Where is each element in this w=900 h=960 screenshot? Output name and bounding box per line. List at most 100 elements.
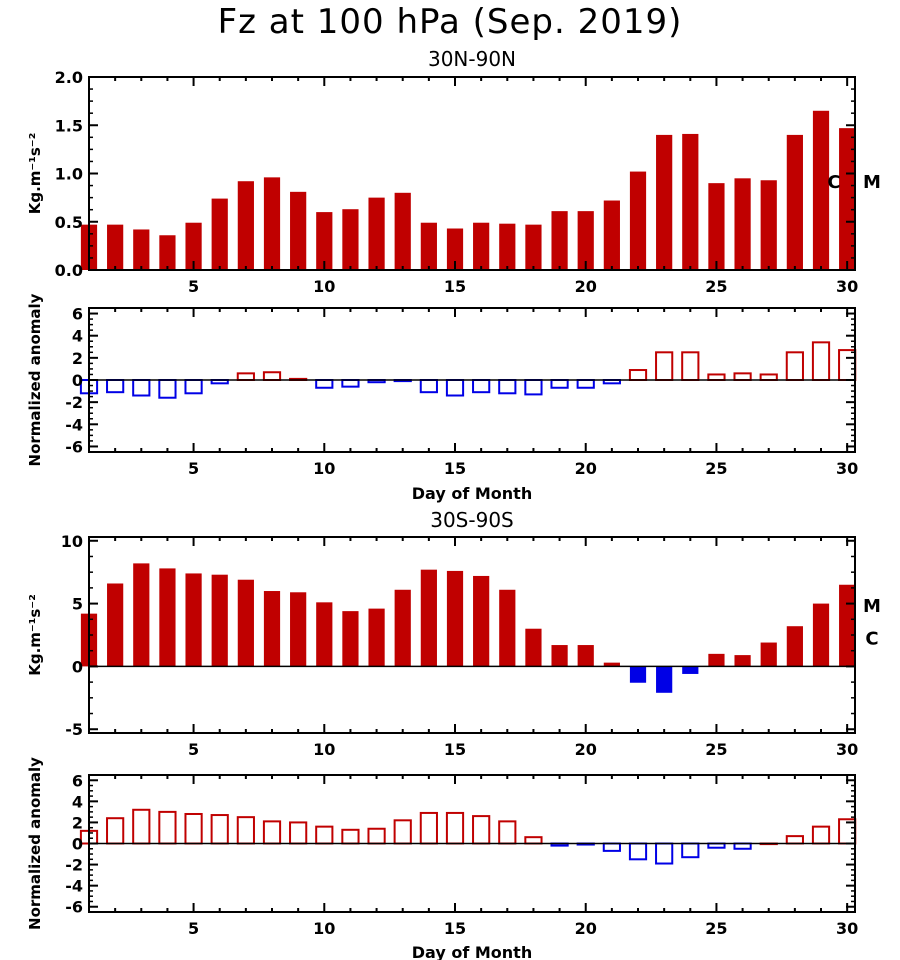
- y-tick-label: 4: [72, 792, 83, 811]
- bar-day-16: [473, 222, 490, 270]
- bar-day-12: [368, 197, 385, 270]
- x-tick-label: 25: [705, 277, 727, 296]
- x-tick-label: 10: [313, 919, 335, 938]
- bar-day-12: [367, 827, 386, 845]
- bar-day-26: [733, 372, 752, 382]
- bar-day-16: [473, 575, 490, 667]
- bar-day-19: [551, 645, 568, 667]
- bar-day-12: [368, 608, 385, 667]
- y-tick-label: -4: [65, 877, 83, 896]
- bar-day-14: [419, 811, 438, 845]
- y-axis-label: Normalized anomaly: [26, 757, 44, 930]
- bar-day-14: [420, 569, 437, 667]
- bar-day-8: [262, 371, 282, 382]
- bar-day-5: [185, 222, 202, 270]
- y-axis-label: Kg.m⁻¹s⁻²: [26, 594, 44, 676]
- figure-title: Fz at 100 hPa (Sep. 2019): [217, 2, 683, 42]
- x-tick-label: 20: [575, 740, 597, 759]
- y-tick-label: 5: [72, 595, 83, 614]
- y-tick-label: -4: [65, 415, 83, 434]
- bar-day-13: [394, 192, 411, 270]
- bar-day-3: [132, 379, 151, 397]
- bar-day-17: [499, 589, 516, 667]
- y-tick-label: 0: [72, 835, 83, 854]
- bar-day-25: [708, 183, 725, 270]
- bar-day-14: [420, 222, 437, 270]
- panel-title: 30S-90S: [430, 508, 514, 532]
- bar-day-22: [629, 171, 647, 270]
- y-tick-label: 10: [61, 532, 83, 551]
- bar-day-26: [733, 842, 752, 850]
- bar-day-24: [682, 133, 699, 270]
- bar-day-19: [550, 379, 569, 389]
- bar-day-18: [524, 836, 543, 845]
- x-tick-label: 30: [836, 919, 858, 938]
- panel-bottom-anomaly: 5 10 15 20 25 30 -6 -4 -2 0 2 4 6 Normalized anomaly D…: [26, 757, 858, 960]
- bar-day-20: [576, 379, 595, 389]
- bar-day-29: [811, 825, 831, 845]
- bar-day-7: [237, 579, 254, 667]
- x-axis-label: Day of Month: [412, 943, 532, 960]
- bar-day-5: [184, 812, 203, 845]
- bar-day-7: [236, 816, 255, 845]
- bar-day-5: [184, 379, 203, 395]
- bar-day-26: [734, 178, 751, 270]
- x-tick-label: 30: [836, 459, 858, 478]
- y-tick-label: 1.0: [55, 165, 83, 184]
- bar-day-6: [211, 574, 228, 667]
- bar-day-16: [472, 815, 491, 845]
- bar-day-23: [655, 842, 674, 865]
- marker-c: C: [865, 629, 878, 650]
- bar-day-13: [394, 589, 411, 667]
- bar-day-9: [290, 592, 307, 667]
- y-tick-label: -2: [65, 856, 83, 875]
- x-tick-label: 25: [705, 740, 727, 759]
- bar-day-22: [628, 842, 648, 861]
- bar-day-3: [133, 563, 150, 667]
- x-tick-label: 15: [444, 459, 466, 478]
- panel-top-flux: 30N-90N 5 10 15 20 25 30 0.0 0.5 1.0 1.5 2.0 Kg.m⁻¹s…: [26, 47, 881, 296]
- bar-day-27: [760, 180, 777, 270]
- x-tick-label: 25: [705, 459, 727, 478]
- bar-day-30: [839, 584, 856, 667]
- y-tick-label: -5: [65, 720, 83, 739]
- x-axis-label: Day of Month: [412, 484, 532, 503]
- x-tick-label: 15: [444, 919, 466, 938]
- bar-day-11: [342, 209, 359, 270]
- bar-day-23: [655, 351, 674, 381]
- y-tick-label: 6: [72, 771, 83, 790]
- bar-day-17: [498, 820, 517, 845]
- y-tick-label: 6: [72, 305, 83, 324]
- bar-day-11: [341, 379, 360, 388]
- bar-day-10: [316, 212, 333, 270]
- bar-day-3: [132, 808, 151, 845]
- bar-day-3: [133, 229, 150, 270]
- bar-day-29: [812, 110, 830, 271]
- bar-day-16: [472, 379, 491, 394]
- y-axis-label: Kg.m⁻¹s⁻²: [26, 133, 44, 215]
- x-tick-label: 15: [444, 740, 466, 759]
- bar-day-20: [577, 211, 594, 270]
- marker-m: M: [863, 172, 881, 193]
- bar-day-11: [341, 828, 360, 845]
- x-tick-label: 10: [313, 740, 335, 759]
- plot-frame: [88, 536, 856, 734]
- bar-day-15: [446, 228, 464, 270]
- bar-day-11: [342, 611, 359, 667]
- y-tick-label: 0: [72, 371, 83, 390]
- bar-day-21: [603, 200, 620, 270]
- bar-day-20: [577, 645, 594, 667]
- bar-day-8: [262, 820, 282, 845]
- y-tick-label: -6: [65, 898, 83, 917]
- bar-day-10: [316, 602, 333, 667]
- bar-day-17: [499, 223, 516, 270]
- bar-day-19: [551, 211, 568, 270]
- bar-day-6: [211, 198, 228, 270]
- bar-day-28: [786, 134, 803, 270]
- bar-day-8: [263, 591, 281, 667]
- bar-day-21: [603, 662, 620, 667]
- bar-day-18: [525, 628, 542, 667]
- panel-top-anomaly: 5 10 15 20 25 30 -6 -4 -2 0 2 4 6 Normalized anomaly D…: [26, 293, 858, 503]
- bar-day-24: [681, 351, 700, 381]
- bar-day-2: [106, 817, 125, 845]
